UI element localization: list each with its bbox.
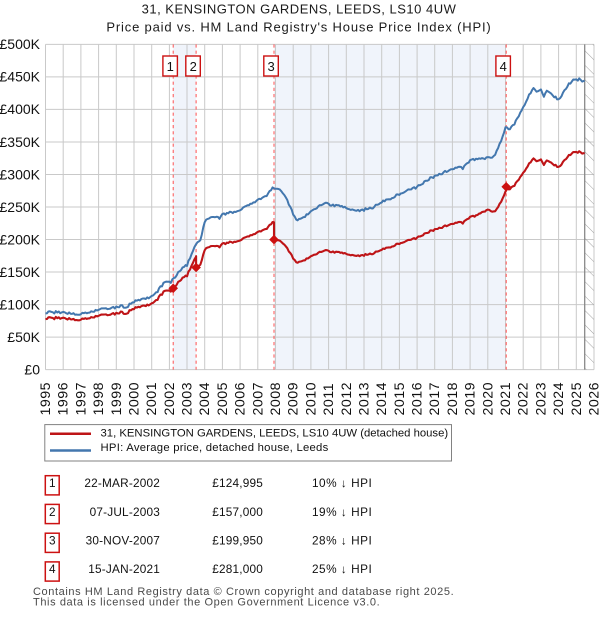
svg-text:2003: 2003 (180, 382, 196, 416)
svg-text:1: 1 (167, 59, 174, 74)
svg-text:2011: 2011 (321, 383, 337, 416)
svg-text:2022: 2022 (516, 382, 532, 416)
svg-text:2018: 2018 (445, 382, 461, 416)
svg-text:2000: 2000 (127, 382, 143, 416)
svg-text:2015: 2015 (392, 382, 408, 416)
svg-text:2002: 2002 (162, 382, 178, 416)
svg-text:£157,000: £157,000 (212, 505, 263, 519)
svg-text:£250K: £250K (0, 199, 41, 215)
svg-text:£50K: £50K (7, 329, 40, 345)
svg-text:£350K: £350K (0, 134, 41, 150)
svg-text:2: 2 (190, 59, 197, 74)
svg-text:4: 4 (49, 562, 56, 576)
svg-text:31, KENSINGTON GARDENS, LEEDS,: 31, KENSINGTON GARDENS, LEEDS, LS10 4UW (142, 2, 457, 17)
svg-text:2019: 2019 (463, 382, 479, 416)
svg-text:2020: 2020 (480, 382, 496, 416)
svg-text:1998: 1998 (91, 382, 107, 416)
svg-text:31, KENSINGTON GARDENS, LEEDS,: 31, KENSINGTON GARDENS, LEEDS, LS10 4UW … (101, 427, 449, 439)
svg-text:2006: 2006 (233, 382, 249, 416)
svg-text:4: 4 (500, 59, 507, 74)
svg-text:2: 2 (49, 505, 56, 519)
svg-text:This data is licensed under th: This data is licensed under the Open Gov… (33, 596, 380, 608)
svg-text:1999: 1999 (109, 382, 125, 416)
svg-text:2005: 2005 (215, 382, 231, 416)
svg-text:2016: 2016 (410, 382, 426, 416)
svg-text:2024: 2024 (551, 382, 567, 416)
svg-text:HPI: Average price, detached h: HPI: Average price, detached house, Leed… (101, 442, 329, 454)
svg-text:2017: 2017 (427, 382, 443, 416)
svg-text:30-NOV-2007: 30-NOV-2007 (86, 534, 160, 548)
svg-text:1996: 1996 (56, 382, 72, 416)
svg-text:2021: 2021 (498, 382, 514, 416)
svg-text:£100K: £100K (0, 296, 41, 312)
svg-text:19% ↓ HPI: 19% ↓ HPI (312, 505, 372, 519)
svg-text:22-MAR-2002: 22-MAR-2002 (84, 476, 160, 490)
svg-text:2023: 2023 (533, 382, 549, 416)
svg-text:£500K: £500K (0, 36, 41, 52)
svg-text:2025: 2025 (569, 382, 585, 416)
svg-text:1: 1 (49, 476, 56, 490)
svg-text:2013: 2013 (357, 382, 373, 416)
svg-text:2001: 2001 (144, 382, 160, 416)
svg-text:1995: 1995 (38, 382, 54, 416)
svg-text:2004: 2004 (197, 382, 213, 416)
svg-text:£300K: £300K (0, 166, 41, 182)
svg-text:£124,995: £124,995 (212, 476, 263, 490)
svg-text:£281,000: £281,000 (212, 562, 263, 576)
svg-text:07-JUL-2003: 07-JUL-2003 (90, 505, 161, 519)
svg-text:1997: 1997 (73, 382, 89, 416)
svg-text:2026: 2026 (587, 382, 600, 416)
svg-text:2009: 2009 (286, 382, 302, 416)
svg-text:2010: 2010 (303, 382, 319, 416)
svg-text:£199,950: £199,950 (212, 534, 263, 548)
svg-text:15-JAN-2021: 15-JAN-2021 (88, 562, 160, 576)
svg-text:Contains HM Land Registry data: Contains HM Land Registry data © Crown c… (33, 586, 454, 598)
svg-text:Price paid vs. HM Land Registr: Price paid vs. HM Land Registry's House … (106, 20, 491, 35)
svg-text:2014: 2014 (374, 382, 390, 416)
svg-text:£450K: £450K (0, 69, 41, 85)
svg-text:3: 3 (267, 59, 274, 74)
svg-text:3: 3 (49, 534, 56, 548)
svg-text:10% ↓ HPI: 10% ↓ HPI (312, 476, 372, 490)
svg-text:2008: 2008 (268, 382, 284, 416)
svg-text:2012: 2012 (339, 382, 355, 416)
svg-text:£0: £0 (24, 361, 40, 377)
svg-text:£150K: £150K (0, 264, 41, 280)
svg-text:£200K: £200K (0, 231, 41, 247)
svg-text:2007: 2007 (250, 382, 266, 416)
svg-text:£400K: £400K (0, 101, 41, 117)
svg-text:28% ↓ HPI: 28% ↓ HPI (312, 534, 372, 548)
svg-text:25% ↓ HPI: 25% ↓ HPI (312, 562, 372, 576)
